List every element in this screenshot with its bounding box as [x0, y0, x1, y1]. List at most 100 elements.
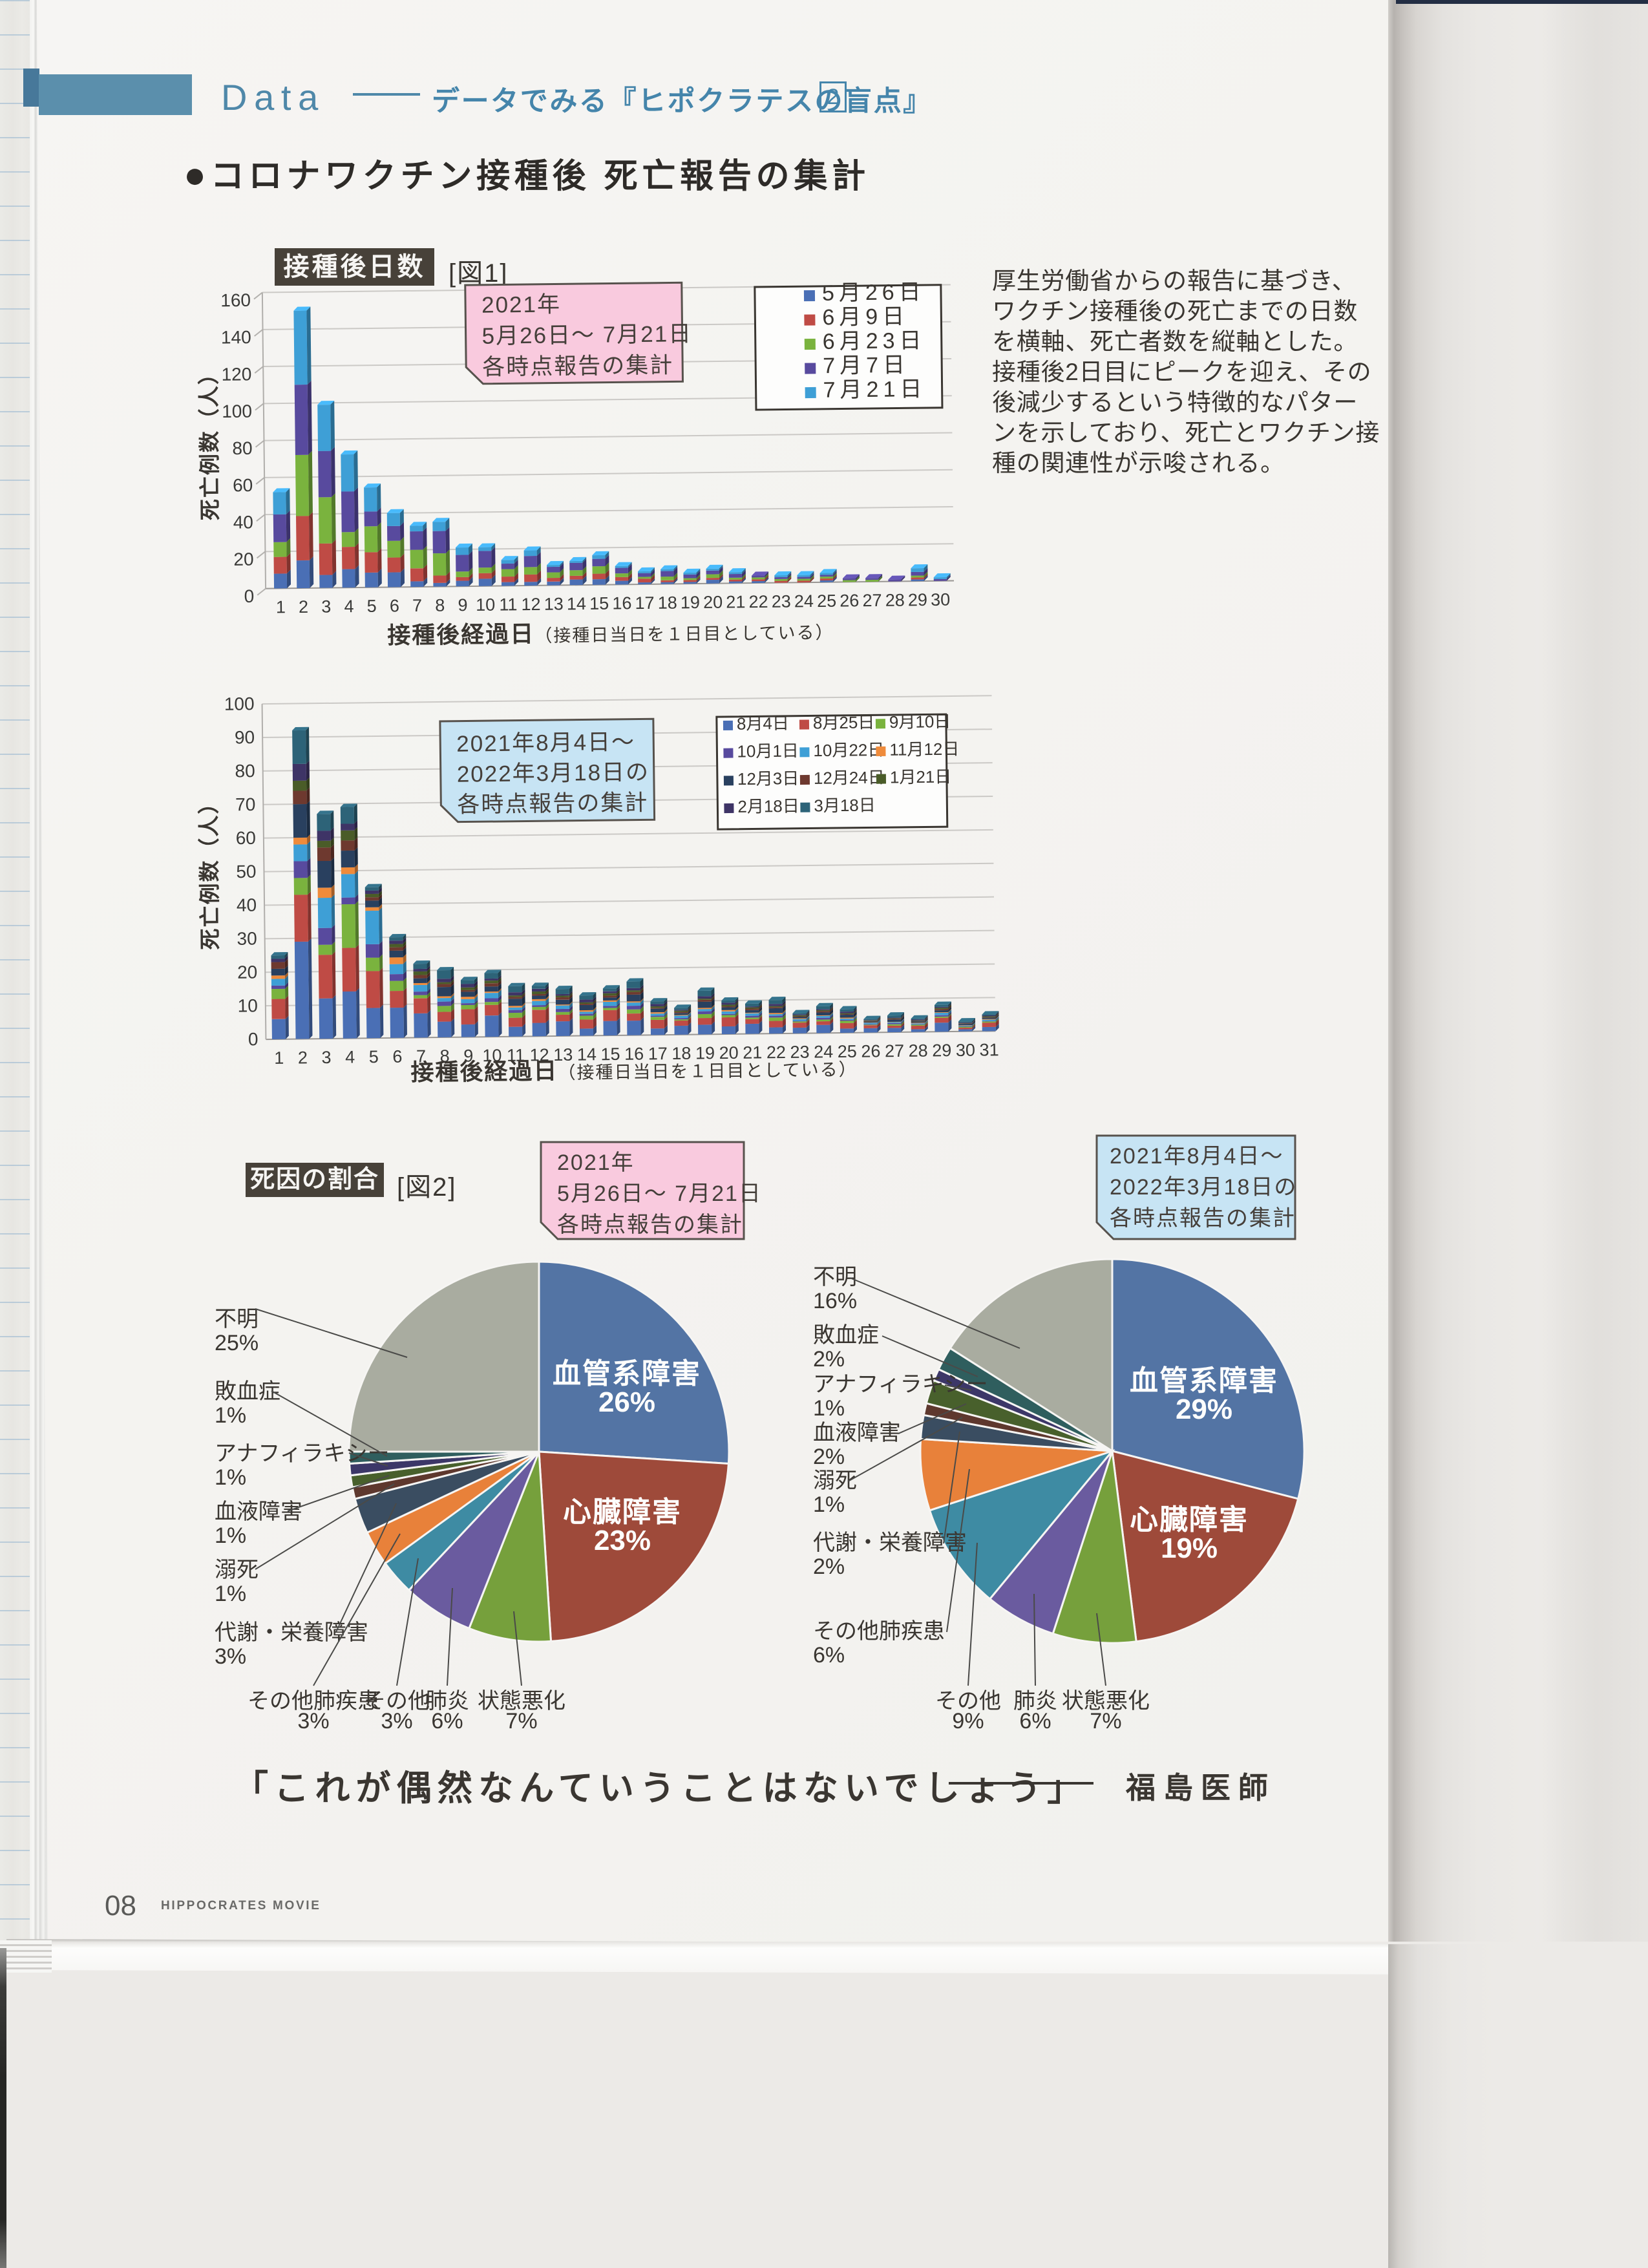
- svg-text:7%: 7%: [505, 1709, 537, 1733]
- svg-text:15: 15: [589, 594, 609, 613]
- svg-text:1: 1: [276, 597, 286, 617]
- svg-text:心臓障害: 心臓障害: [563, 1496, 682, 1528]
- svg-text:11: 11: [499, 595, 517, 614]
- svg-text:22: 22: [766, 1043, 786, 1062]
- svg-text:30: 30: [237, 929, 257, 949]
- svg-text:10: 10: [482, 1046, 502, 1065]
- svg-text:肺炎: 肺炎: [1013, 1689, 1057, 1713]
- svg-text:2%: 2%: [813, 1445, 845, 1469]
- svg-text:6月9日: 6月9日: [822, 304, 909, 330]
- svg-text:2月18日: 2月18日: [737, 796, 799, 816]
- svg-text:2: 2: [298, 1048, 308, 1067]
- svg-text:21: 21: [743, 1043, 762, 1062]
- svg-text:2: 2: [299, 597, 308, 617]
- svg-text:100: 100: [222, 401, 252, 422]
- svg-text:30: 30: [956, 1041, 975, 1060]
- svg-text:2021年8月4日〜: 2021年8月4日〜: [1110, 1144, 1284, 1169]
- svg-text:7月21日: 7月21日: [823, 377, 926, 403]
- svg-text:6: 6: [390, 596, 399, 615]
- svg-text:18: 18: [671, 1044, 691, 1063]
- svg-text:1%: 1%: [813, 1492, 845, 1517]
- svg-text:肺炎: 肺炎: [425, 1689, 469, 1713]
- svg-text:7: 7: [416, 1046, 426, 1066]
- svg-text:溺死: 溺死: [215, 1558, 259, 1582]
- svg-text:23: 23: [790, 1043, 809, 1062]
- svg-text:20: 20: [719, 1043, 738, 1063]
- svg-text:3%: 3%: [215, 1644, 246, 1669]
- svg-text:20: 20: [237, 962, 258, 982]
- svg-text:状態悪化: 状態悪化: [478, 1689, 565, 1713]
- svg-text:敗血症: 敗血症: [215, 1379, 280, 1404]
- svg-text:40: 40: [233, 512, 254, 532]
- svg-text:0: 0: [244, 586, 254, 606]
- svg-text:4: 4: [344, 597, 354, 616]
- svg-text:140: 140: [221, 327, 251, 348]
- svg-text:5: 5: [367, 597, 377, 616]
- svg-text:40: 40: [237, 895, 257, 915]
- svg-text:1%: 1%: [215, 1465, 246, 1490]
- svg-text:8月4日: 8月4日: [737, 714, 789, 734]
- svg-text:26%: 26%: [598, 1386, 655, 1418]
- svg-text:3: 3: [321, 597, 331, 616]
- svg-text:9%: 9%: [952, 1709, 984, 1733]
- svg-text:80: 80: [235, 761, 255, 781]
- svg-text:16: 16: [612, 593, 631, 613]
- svg-text:6月23日: 6月23日: [823, 328, 926, 354]
- svg-text:24: 24: [794, 591, 814, 611]
- svg-text:12月24日: 12月24日: [814, 768, 885, 788]
- svg-text:血管系障害: 血管系障害: [1130, 1365, 1278, 1397]
- svg-text:心臓障害: 心臓障害: [1130, 1504, 1249, 1536]
- svg-text:3月18日: 3月18日: [814, 795, 876, 815]
- svg-text:5月26日〜 7月21日: 5月26日〜 7月21日: [481, 321, 692, 349]
- svg-text:26: 26: [840, 591, 859, 610]
- svg-text:8: 8: [435, 595, 445, 615]
- svg-text:10月1日: 10月1日: [737, 741, 799, 761]
- svg-text:10: 10: [238, 995, 259, 1015]
- svg-text:1%: 1%: [813, 1396, 845, 1421]
- svg-text:0: 0: [248, 1029, 259, 1049]
- svg-text:16: 16: [624, 1044, 644, 1063]
- svg-text:12月3日: 12月3日: [737, 768, 799, 789]
- svg-text:13: 13: [553, 1045, 573, 1065]
- svg-text:16%: 16%: [813, 1289, 857, 1313]
- svg-text:28: 28: [885, 590, 905, 609]
- svg-text:不明: 不明: [215, 1307, 259, 1331]
- svg-text:6%: 6%: [813, 1643, 845, 1668]
- svg-text:7月7日: 7月7日: [823, 353, 909, 379]
- svg-text:11月12日: 11月12日: [889, 739, 959, 759]
- svg-text:100: 100: [224, 694, 255, 714]
- svg-text:60: 60: [233, 475, 253, 495]
- svg-text:3%: 3%: [297, 1709, 329, 1733]
- svg-text:代謝・栄養障害: 代謝・栄養障害: [813, 1531, 967, 1555]
- svg-text:2022年3月18日の: 2022年3月18日の: [457, 759, 650, 787]
- svg-text:2021年: 2021年: [481, 291, 561, 317]
- svg-text:160: 160: [220, 290, 251, 311]
- svg-text:1: 1: [274, 1048, 284, 1068]
- svg-text:29: 29: [908, 590, 927, 609]
- svg-text:8月25日: 8月25日: [813, 712, 875, 732]
- svg-text:4: 4: [345, 1048, 355, 1067]
- svg-text:各時点報告の集計: 各時点報告の集計: [457, 790, 648, 817]
- svg-text:6: 6: [392, 1047, 402, 1066]
- svg-text:31: 31: [979, 1040, 998, 1059]
- svg-text:2022年3月18日の: 2022年3月18日の: [1110, 1175, 1297, 1200]
- svg-text:10月22日: 10月22日: [813, 740, 884, 760]
- svg-text:25: 25: [838, 1042, 857, 1061]
- svg-text:敗血症: 敗血症: [813, 1323, 879, 1348]
- svg-text:各時点報告の集計: 各時点報告の集計: [482, 352, 673, 379]
- svg-text:26: 26: [861, 1041, 880, 1061]
- svg-text:代謝・栄養障害: 代謝・栄養障害: [215, 1620, 368, 1645]
- svg-text:29%: 29%: [1176, 1394, 1232, 1425]
- svg-text:5月26日: 5月26日: [822, 280, 925, 306]
- svg-text:21: 21: [726, 592, 745, 611]
- svg-text:23: 23: [772, 591, 791, 611]
- svg-text:120: 120: [221, 364, 251, 385]
- svg-text:13: 13: [544, 594, 564, 613]
- svg-text:17: 17: [635, 593, 654, 613]
- svg-text:各時点報告の集計: 各時点報告の集計: [1110, 1206, 1296, 1231]
- svg-text:23%: 23%: [594, 1525, 651, 1556]
- svg-text:死亡例数（人）: 死亡例数（人）: [196, 362, 222, 520]
- svg-text:11: 11: [507, 1046, 525, 1065]
- svg-text:27: 27: [885, 1041, 904, 1061]
- svg-text:7%: 7%: [1090, 1709, 1121, 1733]
